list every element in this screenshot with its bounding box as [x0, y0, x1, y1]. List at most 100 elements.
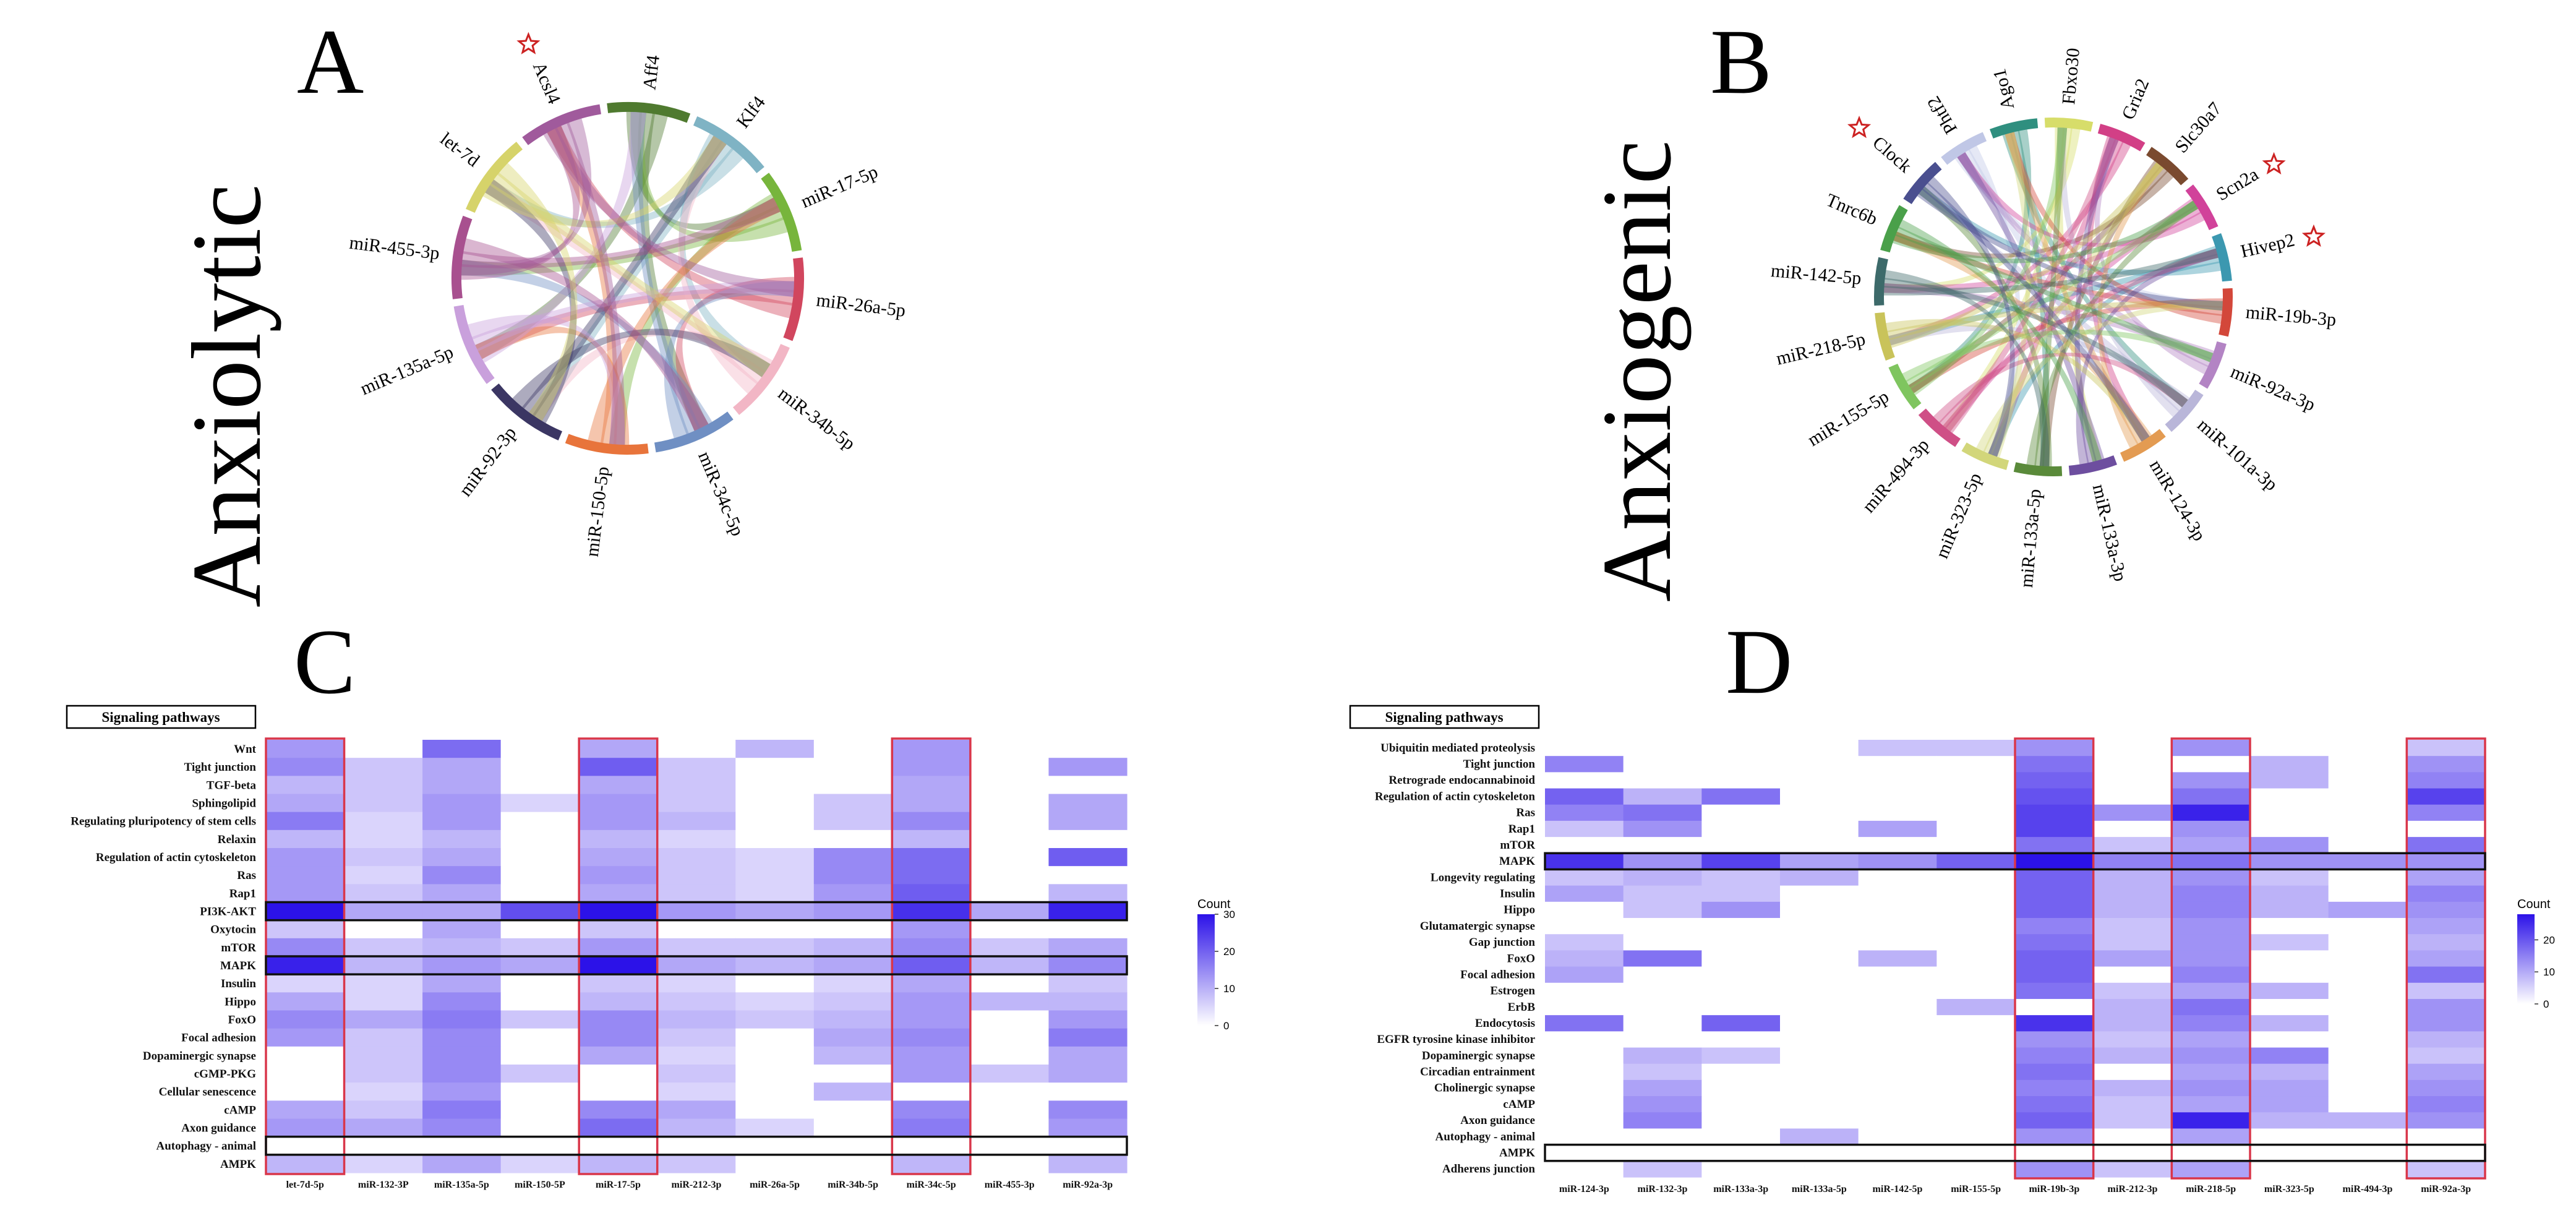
chord-b-ribbon-mir-218-5p-mir-124-3p: [1885, 319, 2150, 443]
heatmap-c-colorbar-tick-label-20: 20: [1223, 946, 1235, 958]
heatmap-d-cell-hippo-mir-133a-3p: [1701, 901, 1781, 919]
heatmap-d-cell-glutamatergic-synapse-mir-494-3p: [2328, 918, 2407, 935]
heatmap-d-cell-ubiquitin-mediated-proteolysis-mir-133a-5p: [1780, 740, 1859, 757]
heatmap-c-cell-relaxin-mir-34c-5p: [892, 829, 971, 849]
heatmap-d-cell-hippo-mir-132-3p: [1623, 901, 1702, 919]
heatmap-d-row-label-retrograde-endocannabinoid: Retrograde endocannabinoid: [1389, 774, 1535, 787]
heatmap-d-row-label-regulation-of-actin-cytoskeleton: Regulation of actin cytoskeleton: [1375, 790, 1536, 803]
heatmap-d-col-label-mir-19b-3p: miR-19b-3p: [2029, 1184, 2079, 1194]
heatmap-d-row-label-tight-junction: Tight junction: [1463, 758, 1536, 771]
heatmap-d-cell-tight-junction-mir-92a-3p: [2407, 756, 2486, 773]
heatmap-d-cell-retrograde-endocannabinoid-mir-133a-5p: [1780, 772, 1859, 789]
heatmap-c-cell-relaxin-mir-150-5p: [500, 829, 580, 849]
heatmap-d-cell-circadian-entrainment-mir-218-5p: [2172, 1063, 2251, 1081]
heatmap-c-cell-mapk-mir-34b-5p: [813, 956, 892, 975]
heatmap-d-cell-focal-adhesion-mir-323-5p: [2250, 966, 2329, 984]
heatmap-d-cell-ampk-mir-19b-3p: [2015, 1144, 2094, 1162]
heatmap-d-cell-ubiquitin-mediated-proteolysis-mir-218-5p: [2172, 740, 2251, 757]
heatmap-d-cell-cholinergic-synapse-mir-323-5p: [2250, 1079, 2329, 1097]
heatmap-c-row-label-foxo: FoxO: [228, 1014, 256, 1027]
heatmap-c-cell-sphingolipid-mir-92a-3p: [1048, 794, 1128, 813]
heatmap-c-cell-relaxin-mir-34b-5p: [813, 829, 892, 849]
heatmap-d-cell-erbb-mir-218-5p: [2172, 998, 2251, 1016]
heatmap-d-cell-endocytosis-mir-132-3p: [1623, 1015, 1702, 1032]
heatmap-d-cell-rap1-mir-19b-3p: [2015, 820, 2094, 838]
heatmap-d-cell-glutamatergic-synapse-mir-323-5p: [2250, 918, 2329, 935]
chord-b-ribbon-ago1-mir-133a-5p: [2009, 129, 2050, 468]
heatmap-c-cell-insulin-mir-135a-5p: [422, 974, 502, 993]
heatmap-c-cell-tight-junction-mir-150-5p: [500, 758, 580, 776]
heatmap-c-cell-relaxin-mir-132-3p: [344, 829, 423, 849]
heatmap-c-cell-camp-mir-34c-5p: [892, 1100, 971, 1120]
colorbar-d: Count 0 10 20: [2517, 898, 2555, 1010]
heatmap-c-cell-sphingolipid-mir-212-3p: [657, 794, 736, 813]
heatmap-d-cell-camp-mir-133a-3p: [1701, 1096, 1781, 1113]
heatmap-d-cell-endocytosis-mir-133a-5p: [1780, 1015, 1859, 1032]
heatmap-d-cell-gap-junction-mir-92a-3p: [2407, 934, 2486, 951]
chord-a-arc-aff4: [607, 102, 691, 123]
heatmap-d-cell-circadian-entrainment-mir-323-5p: [2250, 1063, 2329, 1081]
heatmap-d-cell-rap1-mir-132-3p: [1623, 820, 1702, 838]
chord-a-ribbon-mir-135a-5p-aff4: [476, 111, 647, 364]
heatmap-c-cell-regulation-of-actin-cytoskeleton-mir-150-5p: [500, 848, 580, 867]
heatmap-d-cell-adherens-junction-mir-155-5p: [1936, 1160, 2016, 1178]
heatmap-c-cell-regulation-of-actin-cytoskeleton-let-7d-5p: [266, 848, 345, 867]
heatmap-d-cell-hippo-mir-92a-3p: [2407, 901, 2486, 919]
heatmap-d-cell-glutamatergic-synapse-mir-133a-5p: [1780, 918, 1859, 935]
chord-a-ribbon-let-7d-mir-34b-5p: [489, 171, 772, 378]
chord-a-arc-mir-135a-5p: [453, 305, 495, 384]
heatmap-c-cell-hippo-mir-17-5p: [579, 992, 658, 1011]
heatmap-c-cell-hippo-mir-92a-3p: [1048, 992, 1128, 1011]
heatmap-c-cell-focal-adhesion-mir-150-5p: [500, 1028, 580, 1047]
heatmap-d-cell-camp-mir-218-5p: [2172, 1096, 2251, 1113]
heatmap-d-cell-erbb-mir-494-3p: [2328, 998, 2407, 1016]
heatmap-c-cell-dopaminergic-synapse-mir-132-3p: [344, 1046, 423, 1065]
heatmap-c-cell-sphingolipid-mir-150-5p: [500, 794, 580, 813]
heatmap-c-cell-wnt-mir-132-3p: [344, 740, 423, 758]
heatmap-d-cell-longevity-regulating-mir-92a-3p: [2407, 869, 2486, 886]
heatmap-d-col-label-mir-132-3p: miR-132-3p: [1638, 1184, 1688, 1194]
chord-b-label-fbxo30: Fbxo30: [2058, 47, 2084, 105]
heatmap-d-cell-ras-mir-132-3p: [1623, 804, 1702, 821]
heatmap-d-cell-cholinergic-synapse-mir-142-5p: [1858, 1079, 1937, 1097]
heatmap-d-cell-insulin-mir-212-3p: [2093, 885, 2172, 902]
chord-b-label-mir-323-5p: miR-323-5p: [1932, 470, 1986, 562]
heatmap-d-cell-ampk-mir-124-3p: [1545, 1144, 1624, 1162]
heatmap-c-cell-ampk-mir-34c-5p: [892, 1154, 971, 1173]
heatmap-d-cell-regulation-of-actin-cytoskeleton-mir-19b-3p: [2015, 788, 2094, 805]
chord-a-ribbon-klf4-mir-92-3p: [528, 139, 735, 422]
heatmap-c-cell-pi3k-akt-mir-34b-5p: [813, 902, 892, 921]
heatmap-d-cell-cholinergic-synapse-mir-212-3p: [2093, 1079, 2172, 1097]
chord-b-ribbon-mir-101a-3p-mir-218-5p: [1887, 325, 2191, 406]
heatmap-d-cell-dopaminergic-synapse-mir-323-5p: [2250, 1047, 2329, 1065]
heatmap-c-cell-cgmp-pkg-let-7d-5p: [266, 1065, 345, 1083]
chord-a-arc-mir-455-3p: [451, 215, 473, 299]
heatmap-c-cell-sphingolipid-mir-455-3p: [970, 794, 1050, 813]
heatmap-c-cell-tight-junction-mir-132-3p: [344, 758, 423, 776]
heatmap-d-cell-regulation-of-actin-cytoskeleton-mir-142-5p: [1858, 788, 1937, 805]
heatmap-c-cell-oxytocin-mir-132-3p: [344, 920, 423, 939]
heatmap-d-cell-mapk-mir-155-5p: [1936, 853, 2016, 870]
chord-a-label-mir-34c-5p: miR-34c-5p: [694, 448, 748, 539]
heatmap-d-cell-egfr-tyrosine-kinase-inhibitor-mir-494-3p: [2328, 1031, 2407, 1048]
heatmap-c-cell-ras-mir-26a-5p: [735, 866, 815, 885]
heatmap-c-cell-regulating-pluripotency-of-stem-cells-let-7d-5p: [266, 812, 345, 831]
heatmap-d-cell-foxo-mir-323-5p: [2250, 950, 2329, 967]
chord-b-ribbon-clock-mir-124-3p: [1921, 181, 2150, 443]
heatmap-c-cell-oxytocin-let-7d-5p: [266, 920, 345, 939]
heatmap-c-cell-dopaminergic-synapse-mir-150-5p: [500, 1046, 580, 1065]
chord-diagram-a: Aff4 Klf4 miR-17-5p miR-26a-5p miR-34b-5p miR…: [348, 32, 907, 558]
heatmap-d-cell-circadian-entrainment-mir-212-3p: [2093, 1063, 2172, 1081]
chord-a-arc-mir-34c-5p: [654, 411, 734, 453]
panel-b: B Anxiogenic Phtf2 Ago1 Fbxo30 Gria2 Slc30a7…: [1581, 11, 2337, 602]
chord-b-label-phtf2: Phtf2: [1923, 93, 1961, 138]
chord-b-label-mir-92a-3p: miR-92a-3p: [2228, 361, 2318, 415]
heatmap-d-cell-retrograde-endocannabinoid-mir-92a-3p: [2407, 772, 2486, 789]
heatmap-d-cell-gap-junction-mir-19b-3p: [2015, 934, 2094, 951]
heatmap-d-cell-adherens-junction-mir-142-5p: [1858, 1160, 1937, 1178]
heatmap-d-cell-mtor-mir-132-3p: [1623, 837, 1702, 854]
heatmap-d-col-label-mir-133a-5p: miR-133a-5p: [1792, 1184, 1847, 1194]
heatmap-c-cell-sphingolipid-mir-132-3p: [344, 794, 423, 813]
heatmap-d-cell-axon-guidance-mir-155-5p: [1936, 1112, 2016, 1129]
heatmap-d-cell-cholinergic-synapse-mir-133a-3p: [1701, 1079, 1781, 1097]
